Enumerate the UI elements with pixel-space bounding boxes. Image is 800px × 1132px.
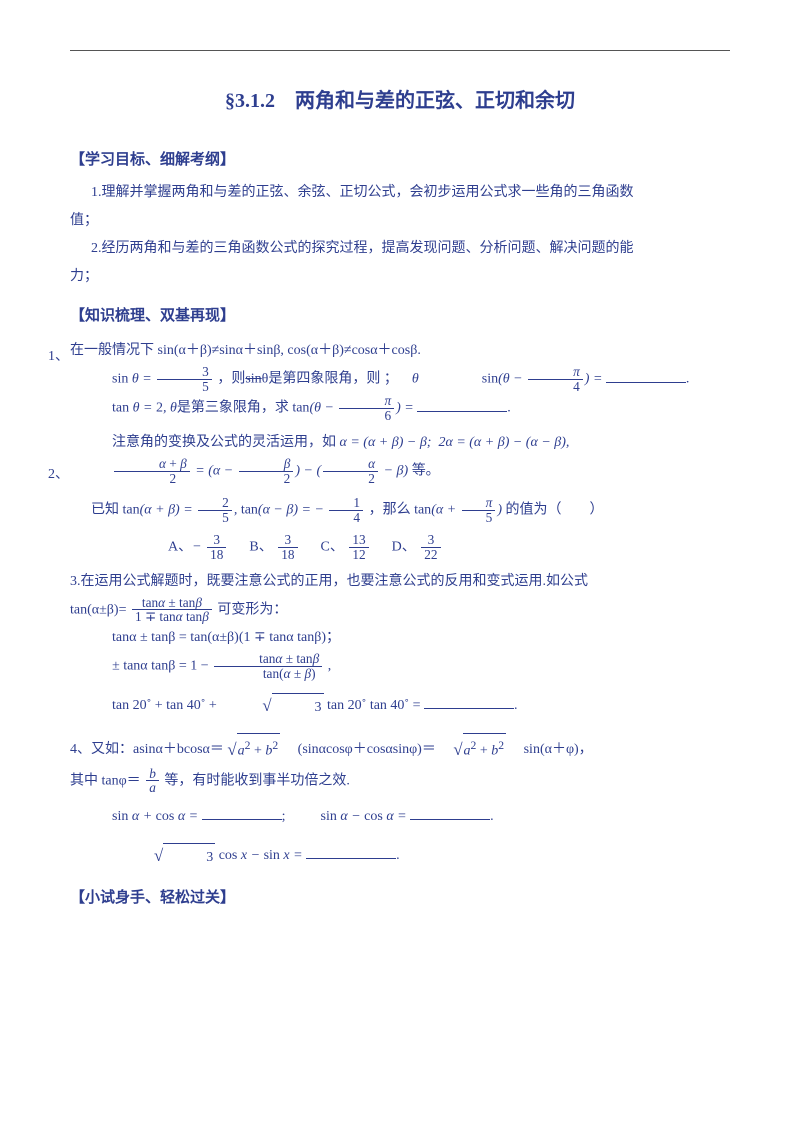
top-rule xyxy=(70,50,730,51)
review-3-formula-3: ± tanα tanβ = 1 − tanα ± tanβtan(α ± β) … xyxy=(70,652,730,681)
section-review-head: 【知识梳理、双基再现】 xyxy=(70,301,730,331)
objective-2a: 2.经历两角和与差的三角函数公式的探究过程，提高发现问题、分析问题、解决问题的能 xyxy=(70,235,730,263)
review-line-3: 3.在运用公式解题时，既要注意公式的正用，也要注意公式的反用和变式运用.如公式 xyxy=(70,568,730,596)
options-line: A、− 318 B、 318 C、 1312 D、 322 xyxy=(70,533,730,562)
section-practice-head: 【小试身手、轻松过关】 xyxy=(70,883,730,913)
review-3-formula-1: tan(α±β)= tanα ± tanβ1 ∓ tanα tanβ 可变形为： xyxy=(70,596,730,625)
known-b: ，那么 xyxy=(369,502,415,517)
l4-end: sin(α＋φ)， xyxy=(510,742,593,757)
opt-c: C、 xyxy=(321,539,344,554)
opt-b: B、 xyxy=(249,539,272,554)
note2b: 等。 xyxy=(412,463,440,478)
review-block-2: 2、 注意角的变换及公式的灵活运用，如 α = (α + β) − β; 2α … xyxy=(70,429,730,562)
objective-1a: 1.理解并掌握两角和与差的正弦、余弦、正切公式，会初步运用公式求一些角的三角函数 xyxy=(70,179,730,207)
review-label-2: 2、 xyxy=(48,461,69,489)
blank-1 xyxy=(606,382,686,383)
review-4-eq2: √3 cos x − sin x = . xyxy=(70,839,730,873)
known-line: 已知 tan(α + β) = 25, tan(α − β) = − 14 ，那… xyxy=(70,496,730,525)
review-tan-line: tan θ = 2, θ是第三象限角，求 tan(θ − π6) = . xyxy=(70,394,730,423)
page-title: §3.1.2 两角和与差的正弦、正切和余切 xyxy=(70,81,730,121)
l4b: 其中 tanφ＝ xyxy=(70,773,141,788)
review-sin-line: sin θ = 35 ，则sinθ是第四象限角，则 ； θ sin(θ − π4… xyxy=(70,365,730,394)
objective-2b: 力； xyxy=(70,263,730,291)
review-note2-line2: α + β2 = (α − β2) − (α2 − β) 等。 xyxy=(70,457,730,486)
objective-1b: 值； xyxy=(70,207,730,235)
review-3-formula-4: tan 20˚ + tan 40˚ + √3 tan 20˚ tan 40˚ =… xyxy=(70,689,730,723)
review-line-4b: 其中 tanφ＝ ba 等，有时能收到事半功倍之效. xyxy=(70,767,730,796)
opt-a: A、 xyxy=(168,539,192,554)
blank-2 xyxy=(417,411,507,412)
l4-pre: 4、又如：asinα＋bcosα＝ xyxy=(70,742,224,757)
note2a: 注意角的变换及公式的灵活运用，如 xyxy=(112,435,336,450)
sin-then: ，则 xyxy=(217,372,245,387)
review-note2-line1: 注意角的变换及公式的灵活运用，如 α = (α + β) − β; 2α = (… xyxy=(70,429,730,457)
sin-quadrant: 是第四象限角，则 xyxy=(268,372,380,387)
theta-char: θ xyxy=(412,372,419,387)
blank-3 xyxy=(424,708,514,709)
review-label-1: 1、 xyxy=(48,343,69,371)
l4-mid: (sinαcosφ＋cosαsinφ)＝ xyxy=(284,742,450,757)
review-4-eq1: sin α + cos α = ; sin α − cos α = . xyxy=(70,803,730,831)
review-block-1: 1、 在一般情况下 sin(α＋β)≠sinα＋sinβ, cos(α＋β)≠c… xyxy=(70,337,730,423)
blank-6 xyxy=(306,858,396,859)
blank-5 xyxy=(410,819,490,820)
tan-quad: 是第三象限角，求 xyxy=(177,401,289,416)
section-objectives-head: 【学习目标、细解考纲】 xyxy=(70,145,730,175)
known-a: 已知 xyxy=(91,502,119,517)
blank-4 xyxy=(202,819,282,820)
review-line-1: 在一般情况下 sin(α＋β)≠sinα＋sinβ, cos(α＋β)≠cosα… xyxy=(70,337,730,365)
sin-semi: ； xyxy=(384,372,398,387)
line3-mid: 可变形为： xyxy=(217,602,287,617)
l4c: 等，有时能收到事半功倍之效. xyxy=(164,773,350,788)
known-c: 的值为（ ） xyxy=(506,502,604,517)
opt-d: D、 xyxy=(392,539,416,554)
review-line-4a: 4、又如：asinα＋bcosα＝ √a2 + b2 (sinαcosφ＋cos… xyxy=(70,733,730,767)
review-3-formula-2: tanα ± tanβ = tan(α±β)(1 ∓ tanα tanβ)； xyxy=(70,624,730,652)
